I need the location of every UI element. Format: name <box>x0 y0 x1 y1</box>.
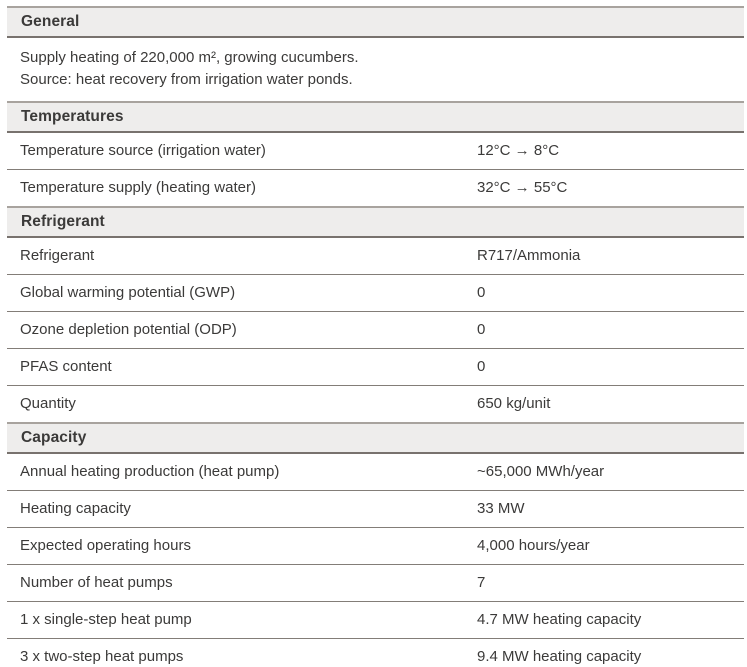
table-row: Global warming potential (GWP) 0 <box>7 275 744 312</box>
row-label: Quantity <box>20 395 76 412</box>
row-value: 0 <box>477 284 486 301</box>
table-row: Expected operating hours 4,000 hours/yea… <box>7 528 744 565</box>
row-value: 33 MW <box>477 500 525 517</box>
table-row: 1 x single-step heat pump 4.7 MW heating… <box>7 602 744 639</box>
table-row: Heating capacity 33 MW <box>7 491 744 528</box>
row-label: 1 x single-step heat pump <box>20 611 192 628</box>
row-value: 650 kg/unit <box>477 395 551 412</box>
row-value: 12°C → 8°C <box>477 142 560 159</box>
row-value: 0 <box>477 321 486 338</box>
table-row: 3 x two-step heat pumps 9.4 MW heating c… <box>7 639 744 667</box>
refrigerant-rows: Refrigerant R717/Ammonia Global warming … <box>7 238 744 422</box>
table-row: Temperature supply (heating water) 32°C … <box>7 170 744 206</box>
row-value: R717/Ammonia <box>477 247 581 264</box>
row-label: Expected operating hours <box>20 537 191 554</box>
row-label: PFAS content <box>20 358 112 375</box>
table-row: PFAS content 0 <box>7 349 744 386</box>
specification-table: General Supply heating of 220,000 m², gr… <box>7 6 744 667</box>
row-label: Heating capacity <box>20 500 131 517</box>
row-label: Global warming potential (GWP) <box>20 284 236 301</box>
row-label: Temperature source (irrigation water) <box>20 142 266 159</box>
row-label: Number of heat pumps <box>20 574 173 591</box>
section-header-capacity: Capacity <box>7 422 744 454</box>
row-label: 3 x two-step heat pumps <box>20 648 184 665</box>
row-value: 4.7 MW heating capacity <box>477 611 642 628</box>
row-value: 32°C → 55°C <box>477 179 568 196</box>
section-header-general: General <box>7 6 744 38</box>
row-value: 9.4 MW heating capacity <box>477 648 642 665</box>
row-label: Refrigerant <box>20 247 95 264</box>
general-description: Supply heating of 220,000 m², growing cu… <box>7 38 744 101</box>
table-row: Temperature source (irrigation water) 12… <box>7 133 744 170</box>
row-label: Annual heating production (heat pump) <box>20 463 280 480</box>
table-row: Refrigerant R717/Ammonia <box>7 238 744 275</box>
table-row: Quantity 650 kg/unit <box>7 386 744 422</box>
row-value: 0 <box>477 358 486 375</box>
section-header-refrigerant: Refrigerant <box>7 206 744 238</box>
table-row: Ozone depletion potential (ODP) 0 <box>7 312 744 349</box>
section-header-temperatures: Temperatures <box>7 101 744 133</box>
row-label: Ozone depletion potential (ODP) <box>20 321 237 338</box>
row-label: Temperature supply (heating water) <box>20 179 256 196</box>
row-value: 4,000 hours/year <box>477 537 590 554</box>
row-value: 7 <box>477 574 486 591</box>
capacity-rows: Annual heating production (heat pump) ~6… <box>7 454 744 667</box>
row-value: ~65,000 MWh/year <box>477 463 605 480</box>
temperatures-rows: Temperature source (irrigation water) 12… <box>7 133 744 206</box>
table-row: Number of heat pumps 7 <box>7 565 744 602</box>
description-line: Source: heat recovery from irrigation wa… <box>20 71 353 88</box>
description-line: Supply heating of 220,000 m², growing cu… <box>20 49 359 66</box>
table-row: Annual heating production (heat pump) ~6… <box>7 454 744 491</box>
